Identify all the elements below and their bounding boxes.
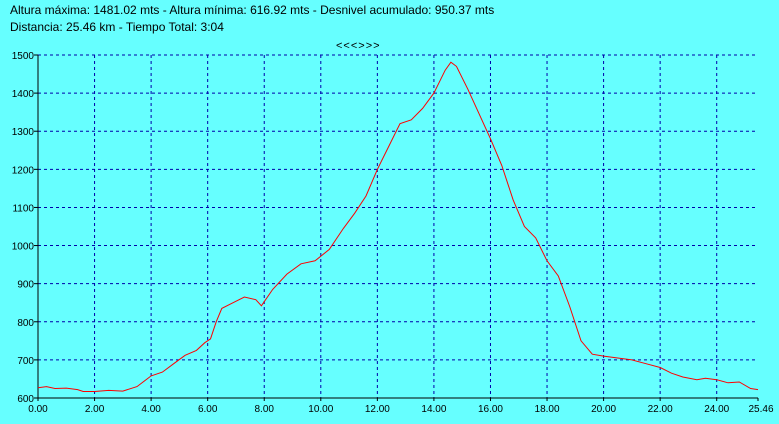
x-tick-label: 8.00 [255,404,275,415]
grid-lines [38,54,758,398]
y-tick-label: 1300 [12,127,35,138]
x-tick-label: 22.00 [648,404,673,415]
x-tick-label: 6.00 [198,404,218,415]
x-tick-label: 0.00 [28,404,48,415]
x-tick-label: 12.00 [365,404,390,415]
y-tick-label: 800 [17,318,34,329]
x-tick-label: 4.00 [141,404,161,415]
y-tick-labels: 600 700 800 900 1000 1100 1200 1300 1400 1500 [12,51,35,405]
y-tick-label: 1500 [12,51,35,62]
x-tick-labels: 0.00 2.00 4.00 6.00 8.00 10.00 12.00 14.00 16.00… [28,404,774,415]
x-tick-label: 14.00 [421,404,446,415]
y-tick-label: 600 [17,394,34,405]
y-tick-label: 1100 [12,203,34,214]
x-tick-label: 20.00 [591,404,616,415]
pan-navigation-control[interactable]: <<<>>> [336,40,381,52]
y-tick-label: 1200 [12,165,35,176]
summary-line-altitude: Altura máxima: 1481.02 mts - Altura míni… [10,3,495,17]
x-tick-label: 18.00 [535,404,560,415]
x-tick-label: 24.00 [704,404,729,415]
y-tick-label: 700 [17,356,34,367]
summary-line-distance-time: Distancia: 25.46 km - Tiempo Total: 3:04 [10,20,224,34]
y-tick-label: 1400 [12,89,35,100]
x-tick-label: 2.00 [85,404,105,415]
y-tick-label: 1000 [12,242,35,253]
x-tick-label: 25.46 [748,404,773,415]
x-tick-label: 16.00 [478,404,503,415]
axes [34,54,759,401]
x-tick-label: 10.00 [308,404,333,415]
elevation-line [37,61,759,392]
y-tick-label: 900 [17,280,34,291]
